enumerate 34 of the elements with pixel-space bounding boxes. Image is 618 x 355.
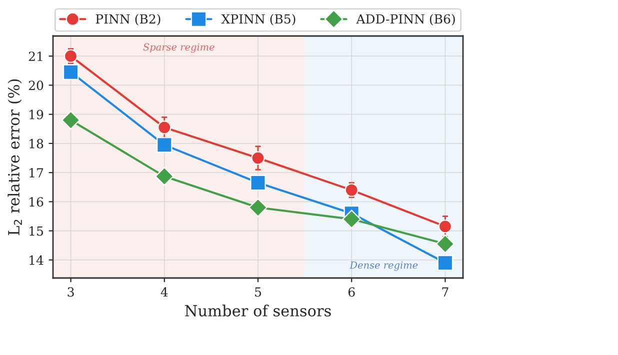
y-tick-label: 17	[30, 168, 44, 178]
y-tick-label: 19	[30, 110, 44, 120]
x-axis-title: Number of sensors	[185, 304, 331, 317]
point	[437, 255, 454, 271]
legend-label: XPINN (B5)	[221, 14, 296, 26]
point	[248, 198, 268, 217]
point	[61, 110, 80, 130]
band-label: Dense regime	[350, 261, 418, 271]
legend-label: PINN (B2)	[96, 14, 160, 26]
point	[156, 137, 172, 153]
x-tick-label: 4	[160, 287, 168, 297]
point	[436, 234, 455, 254]
y-tick-label: 14	[30, 255, 44, 265]
point	[158, 120, 172, 134]
y-tick-label: 20	[28, 80, 44, 90]
y-tick-label: 21	[28, 52, 42, 61]
point	[344, 183, 358, 197]
point	[438, 220, 452, 234]
point	[342, 210, 361, 229]
point	[155, 166, 174, 186]
y-tick-label: 15	[30, 226, 44, 236]
point	[250, 174, 266, 191]
point	[62, 64, 79, 80]
point	[251, 151, 265, 165]
band-label: Sparse regime	[143, 43, 214, 53]
y-tick-label: 16	[30, 197, 44, 207]
legend-label: ADD-PINN (B6)	[356, 14, 455, 26]
y-axis-title: L$_{2}$ relative error (%)	[8, 79, 22, 236]
x-tick-label: 7	[442, 287, 448, 297]
y-tick-label: 18	[30, 138, 44, 148]
x-tick-label: 3	[68, 287, 74, 297]
x-tick-label: 6	[348, 287, 355, 297]
point	[64, 49, 78, 63]
x-tick-label: 5	[255, 287, 262, 297]
